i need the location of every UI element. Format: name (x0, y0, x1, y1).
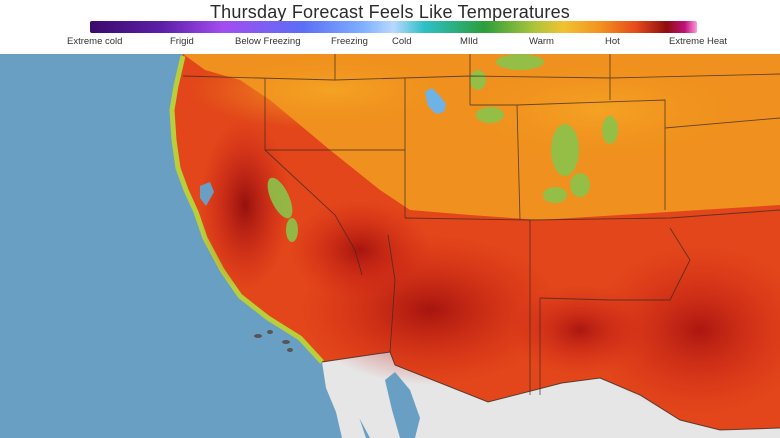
map-title: Thursday Forecast Feels Like Temperature… (209, 2, 571, 22)
sf-bay (200, 182, 214, 206)
legend-header: Thursday Forecast Feels Like Temperature… (0, 0, 780, 54)
legend-label-extreme-cold: Extreme cold (67, 36, 123, 47)
legend-label-cold: Cold (392, 36, 412, 47)
mountain-mild-patches (267, 54, 618, 242)
california-heat-core (200, 120, 290, 290)
legend-label-freezing: Freezing (331, 36, 368, 47)
legend-label-below-freezing: Below Freezing (235, 36, 301, 47)
channel-islands (254, 330, 293, 352)
great-salt-lake (425, 88, 446, 114)
texas-heat-core (590, 245, 780, 415)
us-mexico-border (321, 351, 780, 431)
temperature-colorbar (90, 21, 697, 33)
gulf-of-california (385, 372, 420, 438)
state-borders (182, 54, 780, 395)
legend-label-warm: Warm (529, 36, 554, 47)
forecast-map (0, 54, 780, 438)
baja-peninsula (322, 362, 366, 438)
legend-label-extreme-heat: Extreme Heat (669, 36, 728, 47)
legend-label-mild: MIld (460, 36, 478, 47)
coastal-mild-strip (169, 55, 324, 364)
legend-label-frigid: Frigid (170, 36, 194, 47)
legend-label-hot: Hot (605, 36, 620, 47)
mexico-land (322, 352, 780, 438)
